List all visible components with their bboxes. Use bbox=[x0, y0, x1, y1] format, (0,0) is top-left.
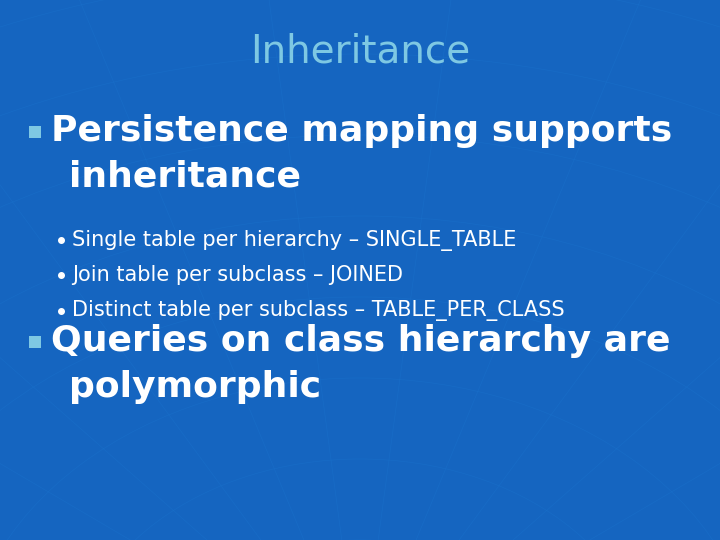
Bar bbox=[29, 336, 40, 348]
Text: Inheritance: Inheritance bbox=[250, 32, 470, 70]
Text: Distinct table per subclass – TABLE_PER_CLASS: Distinct table per subclass – TABLE_PER_… bbox=[72, 300, 564, 321]
Text: inheritance: inheritance bbox=[69, 159, 302, 193]
Text: Persistence mapping supports: Persistence mapping supports bbox=[52, 113, 672, 147]
Text: Join table per subclass – JOINED: Join table per subclass – JOINED bbox=[72, 265, 403, 286]
Text: polymorphic: polymorphic bbox=[69, 370, 322, 404]
Text: Queries on class hierarchy are: Queries on class hierarchy are bbox=[52, 324, 671, 358]
Text: Single table per hierarchy – SINGLE_TABLE: Single table per hierarchy – SINGLE_TABL… bbox=[72, 230, 516, 251]
Bar bbox=[29, 126, 40, 138]
